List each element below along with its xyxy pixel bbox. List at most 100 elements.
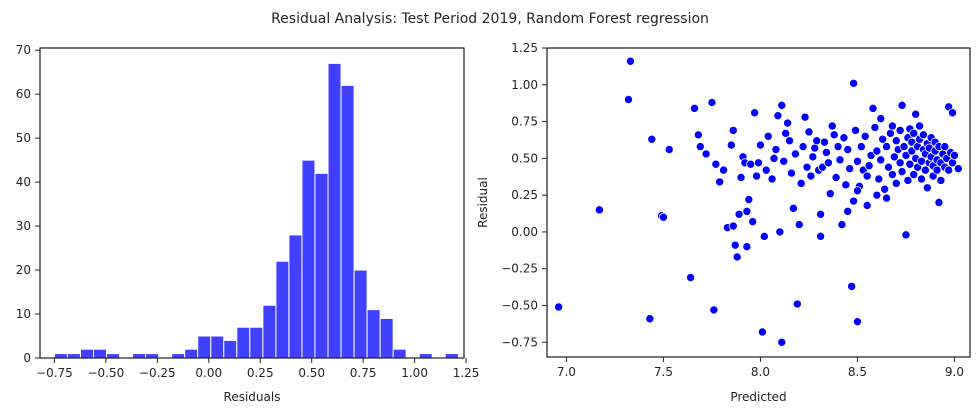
scatter-point <box>944 165 954 175</box>
scatter-point <box>872 146 882 156</box>
histogram-bar <box>392 348 407 359</box>
scatter-point <box>623 95 633 105</box>
scatter-point <box>868 103 878 113</box>
scatter-point <box>761 165 771 175</box>
scatter-point <box>922 183 932 193</box>
scatter-point <box>786 168 796 178</box>
scatter-point <box>876 155 886 165</box>
scatter-y-tick-label: 0.00 <box>511 225 538 239</box>
scatter-point <box>887 170 897 180</box>
scatter-point <box>829 130 839 140</box>
scatter-point <box>825 189 835 199</box>
scatter-point <box>790 149 800 159</box>
scatter-point <box>862 171 872 181</box>
scatter-point <box>701 149 711 159</box>
histogram-ticks: −0.75 −0.50 −0.25 0.00 0.25 0.50 0.75 1.00 1.25 0… <box>16 43 480 380</box>
scatter-point <box>808 152 818 162</box>
scatter-point <box>953 164 963 174</box>
scatter-point <box>911 109 921 119</box>
histogram-x-tick-label: 0.50 <box>298 366 325 380</box>
scatter-point <box>909 170 919 180</box>
scatter-panel: 7.0 7.5 8.0 8.5 9.0 −0.75 −0.50 −0.25 0.00 0.25 0.… <box>476 41 971 404</box>
histogram-y-tick-label: 60 <box>16 87 31 101</box>
scatter-y-tick-label: −0.50 <box>501 299 538 313</box>
histogram-bar <box>53 353 68 359</box>
histogram-bar <box>340 84 355 359</box>
scatter-point <box>796 178 806 188</box>
scatter-point <box>625 56 635 66</box>
scatter-point <box>831 172 841 182</box>
scatter-point <box>882 193 892 203</box>
scatter-point <box>849 196 859 206</box>
histogram-bar <box>236 326 251 359</box>
scatter-point <box>726 140 736 150</box>
scatter-y-tick-label: 0.50 <box>511 151 538 165</box>
scatter-point <box>837 220 847 230</box>
histogram-x-tick-label: 0.25 <box>247 366 274 380</box>
scatter-point <box>664 145 674 155</box>
histogram-x-tick-label: −0.50 <box>87 366 124 380</box>
scatter-ticks: 7.0 7.5 8.0 8.5 9.0 −0.75 −0.50 −0.25 0.00 0.25 0.… <box>501 41 964 379</box>
histogram-bar <box>145 353 160 359</box>
scatter-point <box>812 136 822 146</box>
scatter-point <box>940 142 950 152</box>
scatter-point <box>689 103 699 113</box>
scatter-point <box>730 240 740 250</box>
histogram-x-tick-label: 0.75 <box>350 366 377 380</box>
scatter-point <box>711 159 721 169</box>
histogram-bar <box>301 159 316 359</box>
scatter-point <box>773 111 783 121</box>
scatter-point <box>932 165 942 175</box>
scatter-point <box>554 302 564 312</box>
scatter-point <box>856 142 866 152</box>
scatter-x-tick-label: 9.0 <box>945 365 964 379</box>
scatter-point <box>821 147 831 157</box>
scatter-point <box>948 108 958 118</box>
histogram-bar <box>379 317 394 359</box>
scatter-point <box>819 137 829 147</box>
histogram-bar <box>106 353 121 359</box>
scatter-x-tick-label: 8.0 <box>751 365 770 379</box>
scatter-point <box>916 174 926 184</box>
histogram-panel: −0.75 −0.50 −0.25 0.00 0.25 0.50 0.75 1.00 1.25 0… <box>16 43 480 404</box>
scatter-point <box>686 273 696 283</box>
scatter-point <box>870 122 880 132</box>
scatter-point <box>827 121 837 131</box>
histogram-x-tick-label: 1.25 <box>453 366 480 380</box>
scatter-point <box>899 142 909 152</box>
scatter-point <box>798 142 808 152</box>
scatter-point <box>715 177 725 187</box>
scatter-point <box>757 327 767 337</box>
scatter-point <box>872 190 882 200</box>
histogram-y-tick-label: 0 <box>23 351 31 365</box>
scatter-point <box>777 337 787 347</box>
histogram-bar <box>418 353 433 359</box>
histogram-x-tick-label: 0.00 <box>195 366 222 380</box>
scatter-y-axis-label: Residual <box>476 177 490 228</box>
scatter-point <box>736 172 746 182</box>
scatter-point <box>707 97 717 107</box>
scatter-point <box>862 200 872 210</box>
scatter-point <box>901 230 911 240</box>
scatter-point <box>918 130 928 140</box>
scatter-point <box>658 212 668 222</box>
scatter-point <box>833 142 843 152</box>
scatter-x-tick-label: 7.5 <box>654 365 673 379</box>
scatter-point <box>816 209 826 219</box>
scatter-point <box>920 165 930 175</box>
scatter-point <box>804 127 814 137</box>
scatter-point <box>742 242 752 252</box>
histogram-bar <box>288 234 303 359</box>
histogram-bar <box>171 353 186 359</box>
scatter-point <box>852 156 862 166</box>
scatter-point <box>800 112 810 122</box>
histogram-bar <box>249 326 264 359</box>
scatter-point <box>884 162 894 172</box>
histogram-bar <box>132 353 147 359</box>
histogram-y-tick-label: 40 <box>16 175 31 189</box>
scatter-point <box>750 108 760 118</box>
scatter-point <box>864 161 874 171</box>
scatter-point <box>783 118 793 128</box>
scatter-point <box>695 142 705 152</box>
histogram-bar <box>223 339 238 359</box>
